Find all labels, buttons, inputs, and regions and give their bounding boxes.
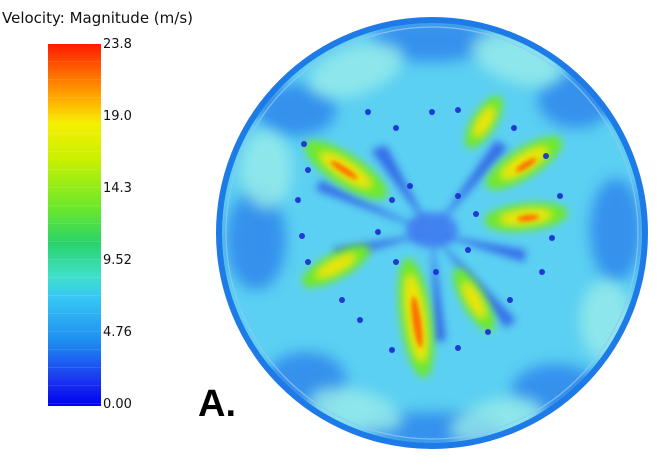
tick-label-4: 4.76	[103, 325, 132, 340]
flow-disk	[219, 20, 645, 446]
tick-label-min: 0.00	[103, 397, 132, 412]
domain-wall	[216, 17, 648, 449]
tick-label-9: 9.52	[103, 253, 132, 268]
tick-label-19: 19.0	[103, 109, 132, 124]
velocity-contour-plot	[216, 17, 648, 449]
legend-title: Velocity: Magnitude (m/s)	[2, 9, 193, 27]
velocity-colorbar	[48, 44, 101, 406]
tick-label-14: 14.3	[103, 181, 132, 196]
tick-label-max: 23.8	[103, 37, 132, 52]
panel-label: A.	[198, 383, 236, 425]
